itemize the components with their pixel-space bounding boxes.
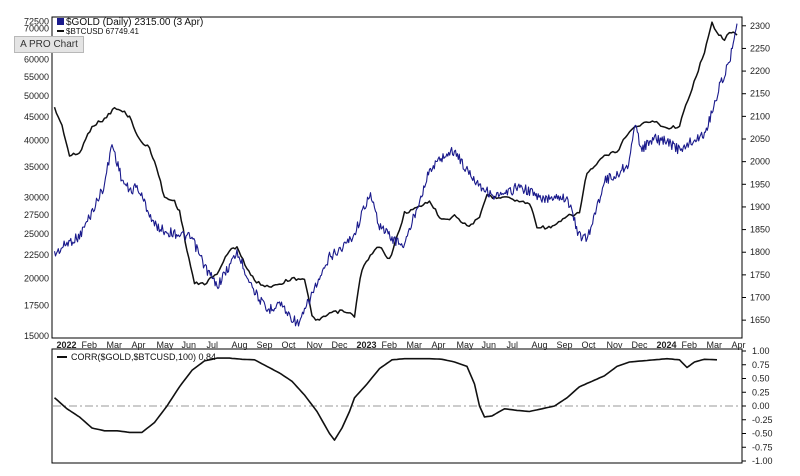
gold-series-line — [53, 23, 738, 327]
gold-tick-label-8: 1900 — [750, 202, 770, 212]
corr-tick-label-3: 0.25 — [752, 387, 770, 397]
x-tick-label-18: Jul — [507, 340, 519, 350]
gold-tick-label-1: 2250 — [750, 43, 770, 53]
btc-tick-label-8: 35000 — [24, 162, 49, 172]
correlation-axis: 1.00 0.75 0.50 0.25 0.00 -0.25 -0.50 -0.75 -1.00 — [742, 346, 773, 466]
gold-tick-label-9: 1850 — [750, 225, 770, 235]
corr-tick-label-5: -0.25 — [752, 415, 773, 425]
x-tick-label-6: Jul — [207, 340, 219, 350]
gold-tick-label-3: 2150 — [750, 89, 770, 99]
btc-tick-label-10: 27500 — [24, 210, 49, 220]
btc-tick-label-9: 30000 — [24, 193, 49, 203]
btc-tick-label-5: 50000 — [24, 91, 49, 101]
price-panel-frame — [51, 16, 743, 339]
plot-lines — [53, 21, 741, 441]
x-tick-label-14: Mar — [407, 340, 423, 350]
gold-tick-label-6: 2000 — [750, 157, 770, 167]
corr-tick-label-2: 0.50 — [752, 374, 770, 384]
x-tick-label-4: May — [157, 340, 175, 350]
btc-legend-label: $BTCUSD 67749.41 — [66, 27, 139, 36]
x-tick-label-7: Aug — [232, 340, 248, 350]
btc-axis: 7250070000650006000055000500004500040000… — [24, 17, 49, 341]
x-tick-label-5: Jun — [182, 340, 197, 350]
btc-tick-label-3: 60000 — [24, 54, 49, 64]
gold-tick-label-11: 1750 — [750, 270, 770, 280]
x-tick-label-25: Feb — [682, 340, 698, 350]
gold-tick-label-12: 1700 — [750, 293, 770, 303]
gold-tick-label-2: 2200 — [750, 66, 770, 76]
x-tick-label-22: Nov — [607, 340, 624, 350]
btc-tick-label-11: 25000 — [24, 229, 49, 239]
btc-tick-label-4: 55000 — [24, 72, 49, 82]
x-tick-label-12: 2023 — [357, 340, 377, 350]
gold-tick-label-10: 1800 — [750, 247, 770, 257]
x-tick-label-23: Dec — [632, 340, 649, 350]
corr-tick-label-1: 0.75 — [752, 360, 770, 370]
x-tick-label-27: Apr — [732, 340, 746, 350]
pro-chart-badge: A PRO Chart — [14, 36, 84, 53]
gold-legend-label: $GOLD (Daily) 2315.00 (3 Apr) — [66, 17, 203, 28]
corr-tick-label-6: -0.50 — [752, 429, 773, 439]
x-tick-label-0: 2022 — [57, 340, 77, 350]
x-tick-label-13: Feb — [382, 340, 398, 350]
corr-tick-label-4: 0.00 — [752, 401, 770, 411]
gold-tick-label-0: 2300 — [750, 21, 770, 31]
x-tick-label-17: Jun — [482, 340, 497, 350]
x-tick-label-20: Sep — [557, 340, 573, 350]
x-tick-label-16: May — [457, 340, 475, 350]
btc-tick-label-12: 22500 — [24, 250, 49, 260]
gold-tick-label-5: 2050 — [750, 134, 770, 144]
btc-tick-label-0: 72500 — [24, 17, 49, 27]
btc-tick-label-1: 70000 — [24, 24, 49, 34]
x-tick-label-1: Feb — [82, 340, 98, 350]
btc-tick-label-14: 17500 — [24, 300, 49, 310]
x-tick-label-21: Oct — [582, 340, 597, 350]
btc-tick-label-13: 20000 — [24, 274, 49, 284]
x-tick-label-10: Nov — [307, 340, 324, 350]
btc-tick-label-6: 45000 — [24, 112, 49, 122]
x-tick-label-26: Mar — [707, 340, 723, 350]
corr-series-line — [53, 357, 718, 441]
x-tick-label-9: Oct — [282, 340, 297, 350]
btc-tick-label-7: 40000 — [24, 135, 49, 145]
legend: $GOLD (Daily) 2315.00 (3 Apr) $BTCUSD 67… — [57, 17, 216, 362]
corr-tick-label-0: 1.00 — [752, 346, 770, 356]
corr-tick-label-7: -0.75 — [752, 442, 773, 452]
x-tick-label-3: Apr — [132, 340, 146, 350]
gold-tick-label-7: 1950 — [750, 179, 770, 189]
x-tick-label-19: Aug — [532, 340, 548, 350]
gold-axis: 2300 2250 2200 2150 2100 2050 2000 1950 1900 1850… — [742, 21, 770, 325]
corr-tick-label-8: -1.00 — [752, 456, 773, 466]
corr-legend-label: CORR($GOLD,$BTCUSD,100) 0.84 — [71, 352, 216, 362]
x-axis-labels: 2022 Feb Mar Apr May Jun Jul Aug Sep Oct Nov Dec 202… — [57, 340, 746, 350]
gold-legend-swatch — [57, 18, 64, 25]
x-tick-label-8: Sep — [257, 340, 273, 350]
x-tick-label-15: Apr — [432, 340, 446, 350]
x-tick-label-11: Dec — [332, 340, 349, 350]
gold-tick-label-4: 2100 — [750, 111, 770, 121]
x-tick-label-24: 2024 — [657, 340, 677, 350]
btc-series-line — [53, 21, 738, 321]
btc-tick-label-15: 15000 — [24, 331, 49, 341]
x-tick-label-2: Mar — [107, 340, 123, 350]
gold-tick-label-13: 1650 — [750, 315, 770, 325]
